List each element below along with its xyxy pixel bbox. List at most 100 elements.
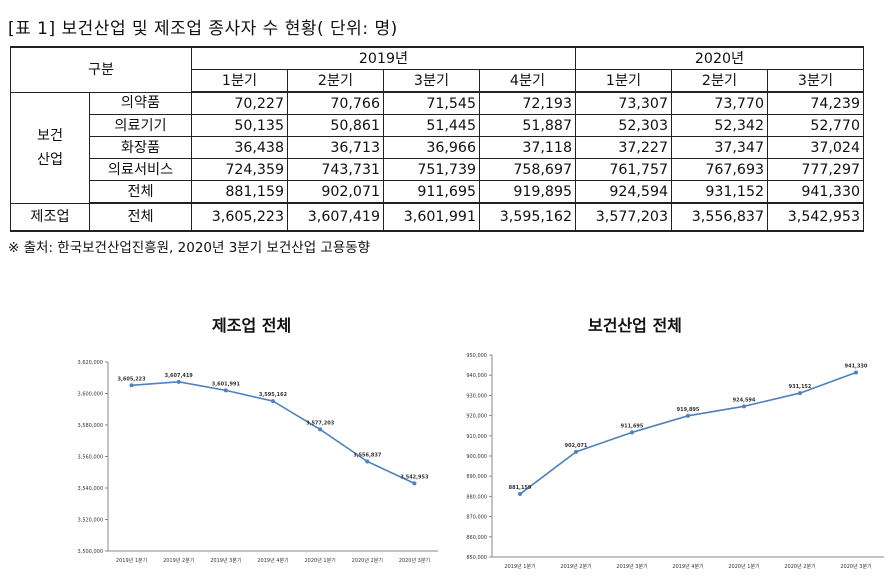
table-row: 화장품 36,438 36,713 36,966 37,118 37,227 3… [11, 136, 864, 159]
x-tick-label: 2019년 1분기 [504, 563, 535, 570]
x-tick-label: 2019년 2분기 [560, 563, 591, 570]
data-label: 881,159 [509, 485, 532, 491]
cell: 3,605,223 [191, 202, 288, 232]
x-tick-label: 2020년 1분기 [728, 563, 759, 570]
cell: 919,895 [479, 180, 576, 204]
cell: 3,556,837 [671, 202, 768, 232]
health-industry-line-chart: 850,000 860,000 870,000 880,000 890,000 900,0… [466, 353, 884, 570]
quarter-header: 3분기 [383, 69, 480, 93]
cell: 881,159 [191, 180, 288, 204]
data-point [176, 379, 181, 384]
cell: 37,227 [575, 136, 672, 159]
data-label: 3,577,203 [306, 420, 335, 426]
data-point [742, 404, 746, 409]
data-label: 3,601,991 [212, 381, 241, 387]
y-tick-label: 890,000 [466, 474, 487, 480]
cell: 51,887 [479, 114, 576, 137]
row-label: 전체 [89, 202, 192, 232]
data-point [129, 383, 134, 388]
cell: 70,766 [287, 91, 384, 115]
y-tick-label: 930,000 [466, 393, 487, 399]
x-tick-label: 2020년 3분기 [840, 563, 871, 570]
table-title: [표 1] 보건산업 및 제조업 종사자 수 현황( 단위: 명) [8, 19, 398, 39]
data-point [630, 430, 634, 435]
group-health: 보건 산업 [10, 91, 90, 204]
series-line [519, 371, 857, 495]
cell: 73,307 [575, 91, 672, 115]
y-tick-label: 3,560,000 [78, 455, 103, 461]
y-tick-label: 3,620,000 [78, 360, 103, 366]
x-tick-label: 2019년 3분기 [616, 563, 647, 570]
cell: 72,193 [479, 91, 576, 115]
manufacturing-line-chart: 3,500,000 3,520,000 3,540,000 3,560,000 3,58… [78, 360, 438, 564]
x-tick-label: 2020년 2분기 [784, 563, 815, 570]
cell: 911,695 [383, 180, 480, 204]
y-tick-label: 850,000 [466, 555, 487, 561]
data-point [686, 413, 690, 418]
data-label: 3,607,419 [165, 373, 194, 379]
row-label: 의료기기 [89, 114, 192, 137]
cell: 37,118 [479, 136, 576, 159]
cell: 3,607,419 [287, 202, 384, 232]
x-tick-label: 2019년 4분기 [672, 563, 703, 570]
x-tick-label: 2020년 2분기 [352, 557, 383, 564]
chart-title-manufacturing: 제조업 전체 [212, 316, 292, 335]
data-point [223, 388, 228, 393]
y-tick-label: 950,000 [466, 353, 487, 359]
cell: 3,595,162 [479, 202, 576, 232]
cell: 761,757 [575, 158, 672, 181]
y-tick-label: 940,000 [466, 373, 487, 379]
cell: 902,071 [287, 180, 384, 204]
row-label: 의약품 [89, 91, 192, 115]
cell: 52,770 [767, 114, 864, 137]
row-label: 의료서비스 [89, 158, 192, 181]
cell: 71,545 [383, 91, 480, 115]
cell: 52,303 [575, 114, 672, 137]
data-label: 3,605,223 [117, 376, 146, 382]
cell: 37,024 [767, 136, 864, 159]
data-point [798, 391, 802, 396]
year-header-2019: 2019년 [191, 46, 576, 70]
x-tick-label: 2019년 4분기 [257, 557, 288, 564]
data-point [518, 492, 522, 497]
cell: 743,731 [287, 158, 384, 181]
employment-table: 구분 2019년 2020년 1분기 2분기 3분기 4분기 1분기 2분기 3… [10, 46, 864, 232]
quarter-header: 2분기 [287, 69, 384, 93]
table-row: 제조업 전체 3,605,223 3,607,419 3,601,991 3,5… [10, 202, 864, 232]
x-tick-label: 2019년 1분기 [116, 557, 147, 564]
cell: 37,347 [671, 136, 768, 159]
y-tick-label: 3,580,000 [78, 423, 103, 429]
quarter-header: 3분기 [767, 69, 864, 93]
cell: 941,330 [767, 180, 864, 204]
row-label: 전체 [89, 180, 192, 204]
data-point [365, 459, 370, 464]
data-point [574, 449, 578, 454]
y-tick-label: 860,000 [466, 535, 487, 541]
cell: 758,697 [479, 158, 576, 181]
y-tick-label: 3,500,000 [78, 549, 103, 555]
data-label: 3,556,837 [353, 452, 382, 458]
quarter-header: 2분기 [671, 69, 768, 93]
cell: 73,770 [671, 91, 768, 115]
cell: 70,227 [191, 91, 288, 115]
table-row: 의료서비스 724,359 743,731 751,739 758,697 76… [11, 158, 864, 181]
cell: 931,152 [671, 180, 768, 204]
source-note: ※ 출처: 한국보건산업진흥원, 2020년 3분기 보건산업 고용동향 [8, 240, 371, 256]
cell: 777,297 [767, 158, 864, 181]
cell: 74,239 [767, 91, 864, 115]
row-label: 화장품 [89, 136, 192, 159]
x-tick-label: 2020년 3분기 [399, 557, 430, 564]
cell: 3,577,203 [575, 202, 672, 232]
cell: 50,135 [191, 114, 288, 137]
cell: 767,693 [671, 158, 768, 181]
y-tick-label: 870,000 [466, 515, 487, 521]
group-manufacturing: 제조업 [10, 202, 90, 232]
year-header-2020: 2020년 [575, 46, 864, 70]
chart-title-health: 보건산업 전체 [588, 316, 682, 335]
table-row: 전체 881,159 902,071 911,695 919,895 924,5… [11, 180, 864, 204]
x-tick-label: 2019년 2분기 [163, 557, 194, 564]
table-row: 보건 산업 의약품 70,227 70,766 71,545 72,193 73… [10, 91, 864, 204]
y-tick-label: 900,000 [466, 454, 487, 460]
data-point [854, 370, 858, 375]
group-health-label: 보건 산업 [36, 127, 64, 168]
